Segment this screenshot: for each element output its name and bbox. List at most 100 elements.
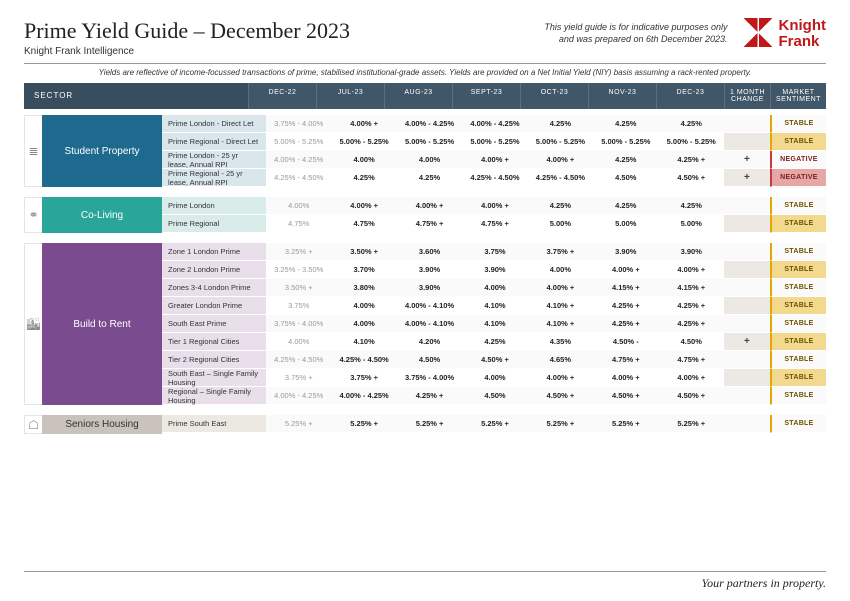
yield-cell: 4.00% - 4.25% (331, 387, 396, 405)
yield-cell: 4.75% + (593, 351, 658, 369)
yield-cell: 4.00% + (528, 279, 593, 297)
yield-cell: 4.50% + (462, 351, 527, 369)
yield-cell: 4.00% + (659, 261, 724, 279)
yield-cell: 4.10% (462, 297, 527, 315)
col-sentiment: MARKET SENTIMENT (770, 83, 826, 109)
yield-cell: 4.50% (462, 387, 527, 405)
yield-cell: 4.25% - 4.50% (528, 169, 593, 187)
row-label: Greater London Prime (162, 297, 266, 315)
col-sep23: SEPT-23 (452, 83, 520, 109)
yield-cell: 4.00% + (593, 261, 658, 279)
col-dec22: DEC-22 (248, 83, 316, 109)
yield-cell: 4.50% (397, 351, 462, 369)
yield-cell: 4.25% (593, 115, 658, 133)
change-cell (724, 133, 770, 151)
sentiment-cell: STABLE (770, 315, 826, 333)
sector-icon: ⚭ (24, 197, 42, 233)
yield-cell: 3.80% (331, 279, 396, 297)
yield-cell: 5.25% + (266, 415, 331, 433)
row-label: Prime London (162, 197, 266, 215)
yield-cell: 4.00% + (462, 197, 527, 215)
yield-cell: 4.00% - 4.25% (266, 387, 331, 405)
sentiment-cell: STABLE (770, 387, 826, 405)
yield-cell: 5.00% - 5.25% (659, 133, 724, 151)
yield-cell: 5.00% - 5.25% (593, 133, 658, 151)
yield-cell: 4.00% (462, 279, 527, 297)
table-row: Prime Regional - 25 yr lease, Annual RPI… (162, 169, 826, 187)
yield-cell: 3.90% (593, 243, 658, 261)
change-cell (724, 351, 770, 369)
yield-cell: 3.90% (462, 261, 527, 279)
yield-cell: 3.60% (397, 243, 462, 261)
change-cell (724, 197, 770, 215)
brand-name: KnightFrank (779, 18, 826, 50)
yield-cell: 4.25% (462, 333, 527, 351)
yield-cell: 5.00% - 5.25% (331, 133, 396, 151)
change-cell: + (724, 333, 770, 351)
brand-logo-icon (744, 18, 773, 47)
yield-cell: 4.00% - 4.10% (397, 315, 462, 333)
yield-cell: 4.00% (397, 151, 462, 169)
change-cell (724, 297, 770, 315)
yield-cell: 3.75% + (331, 369, 396, 387)
yield-cell: 4.35% (528, 333, 593, 351)
yield-cell: 4.25% (397, 169, 462, 187)
sector-group-cl: ⚭Co-LivingPrime London4.00%4.00% +4.00% … (24, 197, 826, 233)
yield-cell: 4.15% + (659, 279, 724, 297)
change-cell (724, 215, 770, 233)
yield-cell: 4.75% + (462, 215, 527, 233)
yield-cell: 4.00% + (331, 115, 396, 133)
table-row: Zone 2 London Prime3.25% - 3.50%3.70%3.9… (162, 261, 826, 279)
change-cell (724, 369, 770, 387)
yield-cell: 5.00% (659, 215, 724, 233)
yield-cell: 4.75% + (659, 351, 724, 369)
yield-cell: 3.75% - 4.00% (266, 115, 331, 133)
change-cell (724, 115, 770, 133)
col-sector: SECTOR (24, 83, 248, 109)
sector-label: Student Property (42, 115, 162, 187)
yield-table: SECTOR DEC-22 JUL-23 AUG-23 SEPT-23 OCT-… (24, 83, 826, 434)
table-row: South East – Single Family Housing3.75% … (162, 369, 826, 387)
row-label: Tier 1 Regional Cities (162, 333, 266, 351)
yield-cell: 4.25% + (659, 297, 724, 315)
yield-cell: 5.00% - 5.25% (462, 133, 527, 151)
table-row: South East Prime3.75% - 4.00%4.00%4.00% … (162, 315, 826, 333)
yield-cell: 4.25% + (659, 315, 724, 333)
yield-cell: 4.25% (659, 115, 724, 133)
yield-cell: 4.75% (331, 215, 396, 233)
yield-cell: 4.25% (593, 151, 658, 169)
row-label: Zones 3-4 London Prime (162, 279, 266, 297)
table-row: Prime London4.00%4.00% +4.00% +4.00% +4.… (162, 197, 826, 215)
sector-group-sh: ☖Seniors HousingPrime South East5.25% +5… (24, 415, 826, 434)
col-aug23: AUG-23 (384, 83, 452, 109)
table-row: Tier 2 Regional Cities4.25% - 4.50%4.25%… (162, 351, 826, 369)
sentiment-cell: STABLE (770, 333, 826, 351)
row-label: Prime London - Direct Let (162, 115, 266, 133)
yield-cell: 4.50% (659, 333, 724, 351)
yield-cell: 4.15% + (593, 279, 658, 297)
yield-cell: 3.90% (659, 243, 724, 261)
yield-cell: 3.75% - 4.00% (266, 315, 331, 333)
yield-cell: 5.25% + (593, 415, 658, 433)
sentiment-cell: NEGATIVE (770, 169, 826, 187)
row-label: Zone 2 London Prime (162, 261, 266, 279)
table-row: Greater London Prime3.75%4.00%4.00% - 4.… (162, 297, 826, 315)
sentiment-cell: STABLE (770, 243, 826, 261)
yield-cell: 4.25% - 4.50% (462, 169, 527, 187)
yield-cell: 4.00% + (593, 369, 658, 387)
table-row: Zones 3-4 London Prime3.50% +3.80%3.90%4… (162, 279, 826, 297)
sector-icon: 🏙 (24, 243, 42, 405)
yields-note: Yields are reflective of income-focussed… (24, 63, 826, 77)
yield-cell: 3.50% + (331, 243, 396, 261)
yield-cell: 4.10% (462, 315, 527, 333)
col-change: 1 MONTH CHANGE (724, 83, 770, 109)
yield-cell: 5.25% + (659, 415, 724, 433)
change-cell (724, 387, 770, 405)
yield-cell: 4.50% (593, 169, 658, 187)
yield-cell: 5.25% + (397, 415, 462, 433)
yield-cell: 3.90% (397, 261, 462, 279)
table-row: Prime London - 25 yr lease, Annual RPI4.… (162, 151, 826, 169)
table-row: Zone 1 London Prime3.25% +3.50% +3.60%3.… (162, 243, 826, 261)
table-header: SECTOR DEC-22 JUL-23 AUG-23 SEPT-23 OCT-… (24, 83, 826, 109)
change-cell (724, 315, 770, 333)
